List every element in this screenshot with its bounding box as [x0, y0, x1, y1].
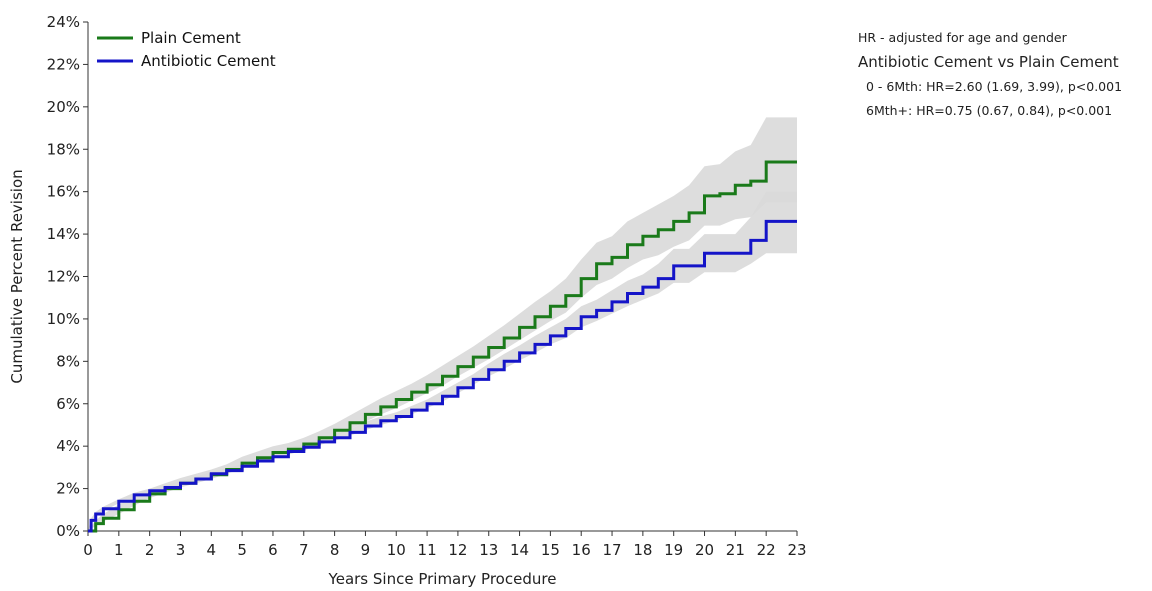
legend-label-0: Plain Cement: [141, 29, 241, 47]
y-tick-label: 6%: [56, 395, 80, 413]
legend-label-1: Antibiotic Cement: [141, 52, 276, 70]
legend: Plain Cement Antibiotic Cement: [97, 29, 276, 70]
x-tick-label: 0: [83, 541, 93, 559]
x-tick-label: 19: [664, 541, 683, 559]
axes: 0%2%4%6%8%10%12%14%16%18%20%22%24%0 1 2 3 4 5…: [47, 13, 807, 559]
confidence-bands: [88, 117, 797, 532]
x-tick-label: 1: [114, 541, 124, 559]
x-tick-label: 18: [633, 541, 652, 559]
y-tick-label: 14%: [47, 225, 80, 243]
y-tick-label: 2%: [56, 480, 80, 498]
x-tick-label: 9: [361, 541, 371, 559]
x-tick-label: 10: [387, 541, 406, 559]
hr-adjustment-note: HR - adjusted for age and gender: [858, 30, 1067, 45]
x-axis-title: Years Since Primary Procedure: [328, 570, 557, 588]
x-tick-label: 14: [510, 541, 529, 559]
y-tick-label: 12%: [47, 268, 80, 286]
x-tick-label: 13: [479, 541, 498, 559]
y-tick-label: 22%: [47, 55, 80, 73]
x-tick-label: 16: [572, 541, 591, 559]
y-tick-label: 0%: [56, 522, 80, 540]
x-tick-label: 8: [330, 541, 340, 559]
x-tick-label: 5: [237, 541, 247, 559]
x-tick-label: 12: [448, 541, 467, 559]
y-axis-title: Cumulative Percent Revision: [8, 169, 26, 383]
y-tick-label: 18%: [47, 140, 80, 158]
hr-line-early: 0 - 6Mth: HR=2.60 (1.69, 3.99), p<0.001: [866, 79, 1123, 94]
y-tick-label: 4%: [56, 437, 80, 455]
x-tick-label: 3: [176, 541, 186, 559]
hr-line-late: 6Mth+: HR=0.75 (0.67, 0.84), p<0.001: [866, 103, 1113, 118]
y-tick-label: 24%: [47, 13, 80, 31]
y-tick-label: 16%: [47, 183, 80, 201]
hazard-ratio-panel: HR - adjusted for age and gender Antibio…: [858, 30, 1148, 127]
y-tick-label: 20%: [47, 98, 80, 116]
x-tick-label: 21: [726, 541, 745, 559]
y-tick-label: 8%: [56, 352, 80, 370]
series-lines: [88, 160, 797, 533]
x-tick-label: 4: [207, 541, 217, 559]
x-tick-label: 6: [268, 541, 278, 559]
x-tick-label: 2: [145, 541, 155, 559]
y-tick-label: 10%: [47, 310, 80, 328]
ci-band-1: [88, 191, 797, 531]
x-tick-label: 17: [602, 541, 621, 559]
series-line-1: [88, 219, 797, 533]
x-tick-label: 11: [418, 541, 437, 559]
ci-band-0: [88, 117, 797, 532]
hr-comparison-title: Antibiotic Cement vs Plain Cement: [858, 53, 1119, 71]
x-tick-label: 15: [541, 541, 560, 559]
x-tick-label: 7: [299, 541, 309, 559]
x-tick-label: 20: [695, 541, 714, 559]
x-tick-label: 23: [787, 541, 806, 559]
x-tick-label: 22: [757, 541, 776, 559]
